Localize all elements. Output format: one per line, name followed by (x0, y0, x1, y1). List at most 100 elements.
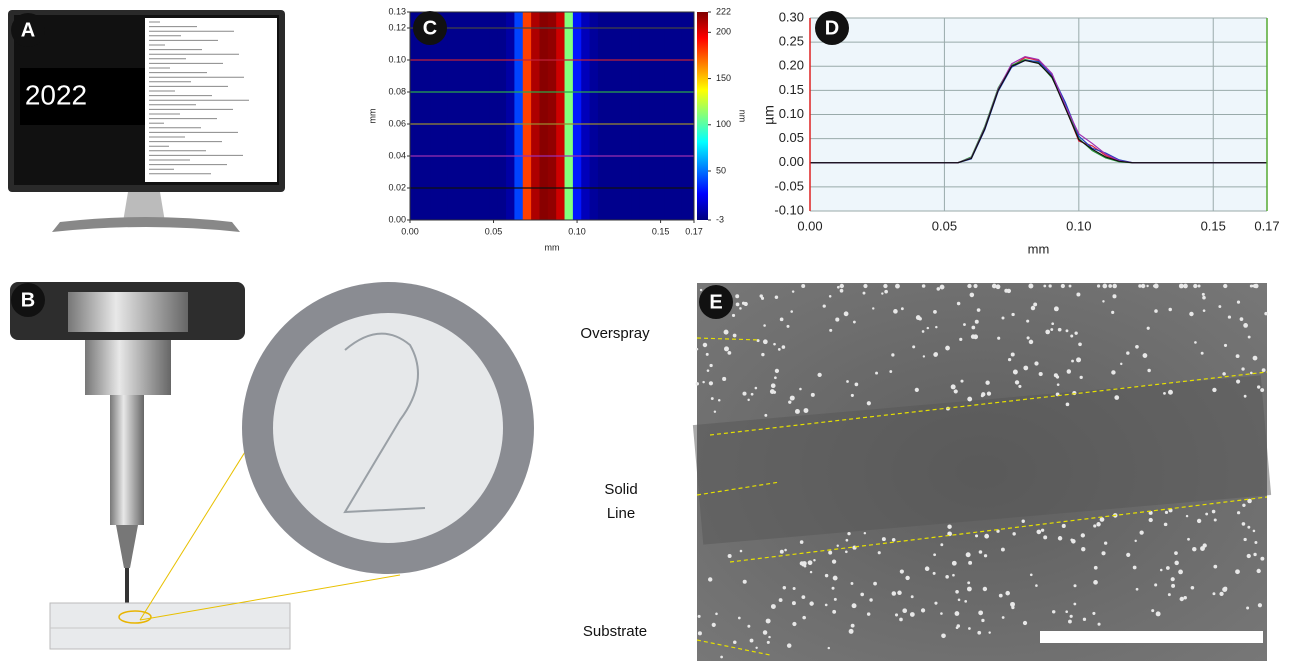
heat-column (664, 12, 674, 220)
y-tick-label: 0.08 (388, 86, 406, 96)
particle (1212, 387, 1217, 393)
particle (998, 593, 1003, 598)
particle (850, 393, 854, 397)
particle (774, 295, 779, 300)
particle (1023, 365, 1029, 371)
particle (836, 285, 840, 289)
y-tick-label: -0.05 (774, 178, 804, 193)
particle (869, 598, 873, 602)
particle (1260, 556, 1265, 561)
particle (1148, 510, 1153, 515)
particle (1126, 351, 1130, 355)
particle (872, 307, 875, 310)
particle (1242, 503, 1246, 507)
particle (921, 330, 925, 333)
particle (955, 589, 959, 594)
particle (940, 543, 944, 547)
particle (935, 325, 938, 329)
particle (699, 288, 703, 292)
scale-bar (1040, 631, 1263, 643)
particle (799, 387, 802, 391)
particle (847, 531, 851, 536)
particle (1140, 283, 1146, 289)
particle (762, 339, 768, 345)
particle (1247, 525, 1251, 529)
heat-column (481, 12, 490, 220)
heat-column (623, 12, 632, 220)
particle (1243, 537, 1247, 542)
particle (1034, 361, 1039, 366)
particle (770, 383, 776, 389)
particle (1018, 384, 1022, 388)
particle (986, 391, 992, 396)
particle (708, 381, 714, 386)
particle (760, 296, 765, 300)
particle (974, 319, 979, 324)
heat-column (639, 12, 649, 220)
particle (945, 575, 949, 579)
particle (810, 392, 815, 397)
y-tick-label: 0.20 (779, 58, 804, 73)
particle (1012, 369, 1018, 375)
particle (770, 604, 776, 609)
x-tick-label: 0.15 (1201, 218, 1226, 233)
particle (983, 554, 988, 558)
particle (784, 548, 787, 552)
particle (727, 351, 732, 355)
particle (809, 570, 813, 574)
particle (1102, 283, 1108, 289)
monitor (8, 10, 285, 232)
x-tick-label: 0.05 (932, 218, 957, 233)
particle (1252, 529, 1256, 533)
particle (883, 283, 888, 289)
particle (768, 635, 771, 639)
y-tick-label: 0.10 (779, 106, 804, 121)
particle (1026, 336, 1030, 340)
particle (833, 597, 837, 601)
heat-column (489, 12, 499, 220)
particle (1073, 584, 1077, 588)
particle (1135, 587, 1139, 591)
particle (1114, 395, 1120, 400)
particle (1147, 368, 1151, 373)
particle (912, 345, 916, 349)
particle (1028, 339, 1034, 345)
particle (1236, 379, 1241, 384)
sem-label: Overspray (580, 325, 650, 342)
particle (914, 387, 919, 392)
colorbar-tick-label: 100 (716, 119, 731, 129)
particle (1219, 591, 1224, 597)
particle (893, 309, 898, 314)
particle (782, 586, 787, 590)
particle (1256, 385, 1261, 389)
y-tick-label: 0.15 (779, 82, 804, 97)
particle (743, 301, 748, 307)
particle (1253, 283, 1259, 289)
particle (708, 577, 713, 582)
particle (781, 345, 786, 349)
particle (763, 324, 766, 327)
particle (848, 628, 854, 634)
particle (733, 640, 737, 645)
particle (824, 573, 829, 578)
particle (792, 586, 796, 590)
x-tick-label: 0.00 (797, 218, 822, 233)
panel-badge (815, 11, 849, 45)
particle (933, 352, 938, 357)
particle (1201, 292, 1205, 296)
particle (715, 612, 718, 616)
particle (881, 292, 884, 295)
profile-curve (810, 59, 1267, 164)
particle (922, 355, 926, 358)
particle (1222, 587, 1228, 593)
particle (1256, 568, 1261, 574)
particle (1045, 329, 1051, 335)
particle (828, 295, 832, 298)
particle (967, 396, 973, 402)
panel-label: B (21, 289, 35, 311)
particle (1223, 343, 1228, 347)
particle (802, 615, 806, 620)
particle (980, 394, 984, 398)
particle (1241, 367, 1245, 371)
